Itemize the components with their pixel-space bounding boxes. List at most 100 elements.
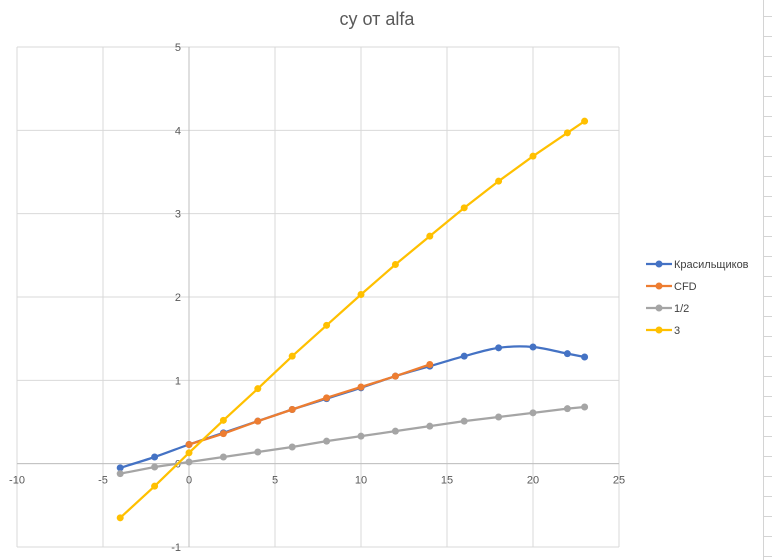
- data-point-marker[interactable]: [323, 321, 331, 329]
- spreadsheet-cell-borders: [763, 0, 772, 560]
- cell-border: [764, 56, 772, 57]
- data-point-marker[interactable]: [529, 152, 537, 160]
- y-tick-label: 3: [175, 209, 181, 221]
- data-point-marker[interactable]: [151, 453, 159, 461]
- cell-border: [764, 156, 772, 157]
- data-point-marker[interactable]: [151, 482, 159, 490]
- data-point-marker[interactable]: [391, 372, 399, 380]
- data-point-marker[interactable]: [288, 443, 296, 451]
- y-tick-label: -1: [171, 542, 181, 554]
- data-point-marker[interactable]: [219, 453, 227, 461]
- data-point-marker[interactable]: [426, 232, 434, 240]
- x-tick-label: 10: [355, 475, 367, 487]
- series-3: [116, 117, 589, 522]
- data-point-marker[interactable]: [219, 430, 227, 438]
- cell-border: [764, 396, 772, 397]
- cell-border: [764, 96, 772, 97]
- data-point-marker[interactable]: [254, 417, 262, 425]
- x-tick-label: 15: [441, 475, 453, 487]
- legend: Красильщиков CFD 1/2 3: [646, 259, 749, 337]
- y-tick-label: 4: [175, 125, 181, 137]
- y-tick-label: 5: [175, 42, 181, 54]
- cell-border: [764, 336, 772, 337]
- cell-border: [764, 416, 772, 417]
- data-point-marker[interactable]: [323, 394, 331, 402]
- data-point-marker[interactable]: [151, 463, 159, 471]
- x-tick-label: 5: [272, 475, 278, 487]
- cell-border: [764, 236, 772, 237]
- cell-border: [764, 436, 772, 437]
- data-point-marker[interactable]: [460, 204, 468, 212]
- data-point-marker[interactable]: [219, 416, 227, 424]
- data-point-marker[interactable]: [323, 437, 331, 445]
- data-point-marker[interactable]: [581, 353, 589, 361]
- cell-border: [764, 376, 772, 377]
- legend-marker-icon: [655, 260, 663, 268]
- legend-label: 1/2: [674, 303, 689, 315]
- data-point-marker[interactable]: [529, 409, 537, 417]
- cell-border: [764, 296, 772, 297]
- series-line: [188, 363, 431, 446]
- legend-item-1[interactable]: CFD: [646, 281, 697, 293]
- data-point-marker[interactable]: [460, 417, 468, 425]
- cell-border: [764, 456, 772, 457]
- data-point-marker[interactable]: [254, 448, 262, 456]
- legend-item-3[interactable]: 3: [646, 325, 680, 337]
- series-2: [116, 403, 589, 478]
- gridlines: [16, 46, 620, 548]
- data-point-marker[interactable]: [185, 441, 193, 448]
- data-point-marker[interactable]: [495, 177, 503, 185]
- y-tick-label: 1: [175, 375, 181, 387]
- legend-label: Красильщиков: [674, 259, 749, 271]
- cell-border: [764, 36, 772, 37]
- cell-border: [764, 76, 772, 77]
- data-point-marker[interactable]: [357, 432, 365, 440]
- legend-item-0[interactable]: Красильщиков: [646, 259, 749, 271]
- data-point-marker[interactable]: [116, 464, 124, 472]
- data-point-marker[interactable]: [581, 403, 589, 411]
- legend-marker-icon: [655, 304, 663, 312]
- data-point-marker[interactable]: [495, 344, 503, 352]
- cell-border: [764, 16, 772, 17]
- data-point-marker[interactable]: [426, 361, 434, 368]
- cell-border: [764, 196, 772, 197]
- data-point-marker[interactable]: [460, 352, 468, 360]
- data-point-marker[interactable]: [529, 343, 537, 351]
- cell-border: [764, 476, 772, 477]
- data-point-marker[interactable]: [357, 291, 365, 298]
- cell-border: [764, 276, 772, 277]
- cell-border: [764, 316, 772, 317]
- legend-marker-icon: [655, 326, 663, 334]
- data-point-marker[interactable]: [581, 117, 589, 125]
- cell-border: [764, 216, 772, 217]
- x-tick-label: -10: [9, 475, 25, 487]
- data-point-marker[interactable]: [288, 352, 296, 360]
- data-point-marker[interactable]: [563, 129, 571, 137]
- data-point-marker[interactable]: [426, 422, 434, 430]
- data-point-marker[interactable]: [563, 405, 571, 413]
- plot-series: [116, 117, 589, 522]
- x-tick-label: 0: [186, 475, 192, 487]
- data-point-marker[interactable]: [391, 261, 399, 268]
- data-point-marker[interactable]: [391, 427, 399, 435]
- data-point-marker[interactable]: [563, 350, 571, 358]
- series-1: [185, 361, 434, 448]
- cell-border: [764, 516, 772, 517]
- x-tick-label: 25: [613, 475, 625, 487]
- legend-item-2[interactable]: 1/2: [646, 303, 689, 315]
- legend-label: 3: [674, 325, 680, 337]
- data-point-marker[interactable]: [185, 449, 193, 457]
- data-point-marker[interactable]: [357, 383, 365, 391]
- data-point-marker[interactable]: [116, 514, 124, 522]
- data-point-marker[interactable]: [254, 385, 262, 393]
- series-line: [119, 120, 586, 519]
- data-point-marker[interactable]: [116, 470, 124, 478]
- x-tick-label: -5: [98, 475, 108, 487]
- data-point-marker[interactable]: [288, 406, 296, 413]
- data-point-marker[interactable]: [185, 458, 193, 466]
- cell-border: [764, 136, 772, 137]
- data-point-marker[interactable]: [495, 413, 503, 421]
- cell-border: [764, 556, 772, 557]
- cell-border: [764, 256, 772, 257]
